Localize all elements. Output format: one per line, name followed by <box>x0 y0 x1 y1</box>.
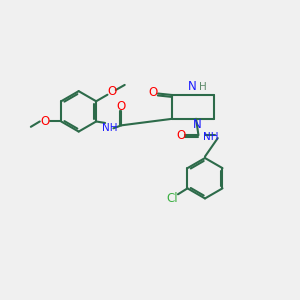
Text: NH: NH <box>203 132 219 142</box>
Text: NH: NH <box>102 123 117 133</box>
Text: O: O <box>176 129 185 142</box>
Text: O: O <box>148 86 158 99</box>
Text: N: N <box>193 118 202 130</box>
Text: H: H <box>199 82 206 92</box>
Text: N: N <box>188 80 196 93</box>
Text: Cl: Cl <box>166 192 178 205</box>
Text: O: O <box>117 100 126 113</box>
Text: O: O <box>107 85 116 98</box>
Text: O: O <box>40 115 49 128</box>
